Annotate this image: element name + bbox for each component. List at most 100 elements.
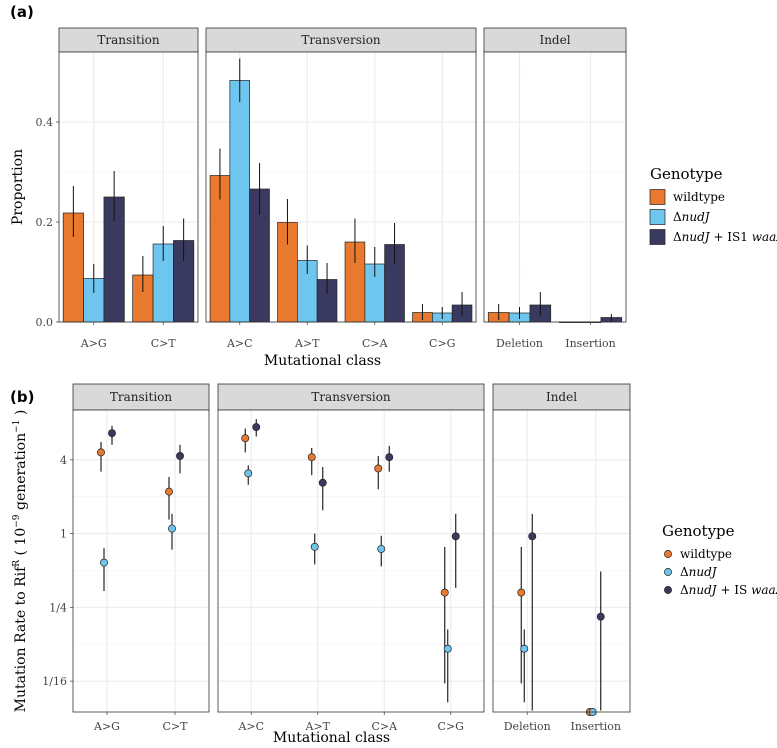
facet-strip — [217, 383, 485, 411]
point-nudJ_waaZ-A>C — [252, 423, 261, 432]
facet-transition: Transition A>G C>T — [72, 383, 210, 733]
point-wildtype-C>T — [165, 487, 173, 496]
x-axis-title: Mutational class — [273, 730, 390, 746]
point-nudJ-A>G — [100, 558, 108, 567]
point-wildtype-Deletion — [517, 588, 526, 597]
y-tick-label: 4 — [60, 454, 67, 467]
x-tick-label: A>G — [93, 720, 120, 733]
y-axis-title: Proportion — [10, 149, 26, 225]
point-nudJ_waaZ-A>G — [108, 429, 116, 438]
point-wildtype-A>C — [241, 434, 250, 443]
y-tick-label: 1 — [60, 528, 67, 541]
legend-key-nudJ — [664, 568, 672, 576]
legend-label-part: + IS1 — [710, 230, 752, 244]
legend-label-part: + IS — [717, 583, 751, 597]
facet-strip-label: Transition — [97, 33, 160, 47]
x-tick-label: A>G — [80, 337, 107, 350]
x-tick-label: A>C — [226, 337, 253, 350]
facet-panel-bg — [493, 410, 630, 712]
legend-label-part: waaZ — [751, 583, 777, 597]
legend-title: Genotype — [662, 522, 735, 540]
panel-label: (b) — [10, 388, 34, 406]
facet-strip — [58, 27, 199, 53]
facet-strip — [72, 383, 210, 411]
point-nudJ_waaZ-Deletion — [528, 532, 537, 541]
legend-label-part: nudJ — [689, 565, 718, 579]
facet-strip-label: Transversion — [311, 390, 391, 404]
x-axis-title: Mutational class — [264, 353, 381, 369]
y-tick-label: 0.0 — [36, 316, 54, 329]
legend-key-nudJ_waaZ — [664, 586, 672, 594]
bar-nudJ-A>C — [229, 80, 251, 323]
y-axis-title-part: R — [12, 560, 22, 567]
facet-transition: Transition A>G C>T — [58, 27, 199, 350]
point-wildtype-C>A — [374, 464, 383, 473]
legend-label-part: Δ — [680, 583, 689, 597]
y-axis-title-part: ) — [13, 410, 29, 420]
facet-panel-border — [72, 409, 210, 713]
y-axis-title-part: −9 — [12, 514, 22, 528]
legend-label-part: Δ — [680, 565, 689, 579]
facet-strip-label: Indel — [539, 33, 570, 47]
facet-panel-bg — [484, 52, 626, 322]
legend-label-nudJ_waaZ: ΔnudJ + IS waaZ — [680, 583, 777, 597]
x-tick-label: A>T — [305, 720, 331, 733]
y-axis-title-part: Mutation Rate to Rif — [13, 565, 29, 712]
legend-label-part: Δ — [673, 210, 682, 224]
x-tick-label: C>G — [438, 720, 464, 733]
point-nudJ_waaZ-C>A — [385, 453, 394, 462]
point-nudJ-C>T — [168, 524, 176, 533]
facet-panel-bg — [73, 410, 209, 712]
legend-label-part: nudJ — [682, 230, 711, 244]
facet-panel-border — [483, 51, 627, 323]
facet-strip-label: Transition — [110, 390, 173, 404]
facet-strip — [492, 383, 631, 411]
x-tick-label: Insertion — [565, 337, 616, 350]
facet-strip — [483, 27, 627, 53]
facet-strip — [205, 27, 477, 53]
point-nudJ_waaZ-C>G — [451, 532, 460, 541]
legend-key-nudJ_waaZ — [649, 229, 666, 245]
legend-title: Genotype — [650, 165, 723, 183]
panel-a-bar-chart: (a) Proportion Mutational class 0.0 0.2 0.4 Tr… — [10, 3, 777, 369]
legend-key-wildtype — [649, 189, 666, 205]
y-tick-label: 1/16 — [42, 675, 67, 688]
point-nudJ_waaZ-A>T — [318, 478, 327, 487]
x-tick-label: Deletion — [496, 337, 543, 350]
y-axis-title-part: −1 — [12, 420, 22, 433]
legend-label-part: nudJ — [682, 210, 711, 224]
legend-label-nudJ: ΔnudJ — [680, 565, 718, 579]
point-nudJ_waaZ-C>T — [176, 452, 184, 460]
facet-strip-label: Transversion — [301, 33, 381, 47]
facet-panel-bg — [218, 410, 484, 712]
x-tick-label: A>C — [237, 720, 264, 733]
point-nudJ-Deletion — [520, 644, 529, 653]
panel-b-rate-chart: (b) Mutation Rate to RifR ( 10−9 generati… — [10, 383, 777, 746]
x-tick-label: Insertion — [571, 720, 622, 733]
facet-indel: Indel Deletion Insertion — [492, 383, 631, 733]
point-nudJ-C>G — [443, 644, 452, 653]
facet-panel-border — [217, 409, 485, 713]
legend-key-nudJ — [649, 209, 666, 225]
x-tick-label: Deletion — [504, 720, 551, 733]
x-tick-label: C>T — [163, 720, 189, 733]
legend-key-wildtype — [664, 550, 672, 558]
x-tick-label: A>T — [294, 337, 320, 350]
point-nudJ-A>C — [244, 469, 253, 478]
point-nudJ_waaZ-Insertion — [596, 612, 605, 621]
legend-label-part: wildtype — [680, 547, 732, 561]
y-axis-title: Mutation Rate to RifR ( 10−9 generation−… — [12, 410, 29, 713]
x-tick-label: C>A — [362, 337, 389, 350]
legend-label-part: wildtype — [673, 190, 725, 204]
legend-label-part: nudJ — [689, 583, 718, 597]
legend-label-nudJ_waaZ: ΔnudJ + IS1 waaZ — [673, 230, 777, 244]
legend-label-part: waaZ — [752, 230, 777, 244]
y-tick-label: 1/4 — [49, 601, 67, 614]
x-tick-label: C>T — [151, 337, 177, 350]
facet-indel: Indel Deletion Insertion — [483, 27, 627, 350]
point-wildtype-A>G — [97, 448, 105, 457]
facet-panel-border — [492, 409, 631, 713]
